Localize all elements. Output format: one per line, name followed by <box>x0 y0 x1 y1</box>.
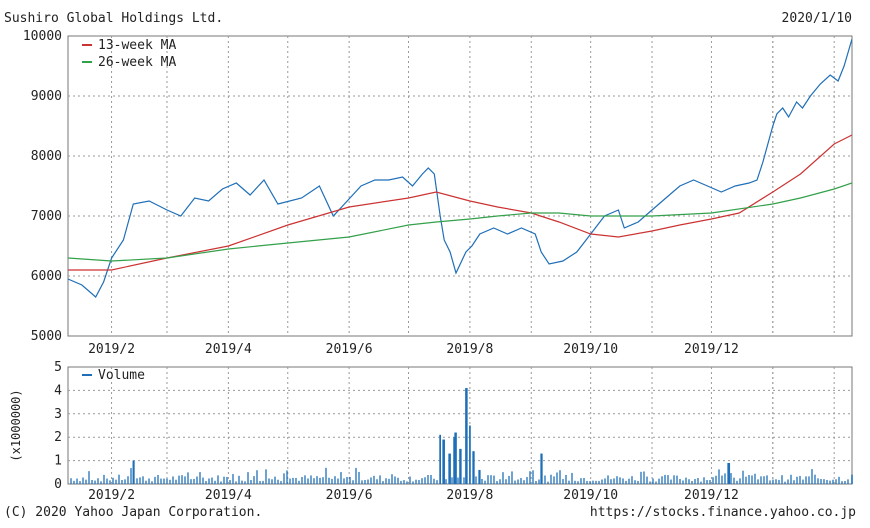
volume-y-tick: 5 <box>54 360 62 375</box>
source-url[interactable]: https://stocks.finance.yahoo.co.jp <box>589 505 856 520</box>
price-y-tick: 10000 <box>23 29 62 44</box>
copyright: (C) 2020 Yahoo Japan Corporation. <box>4 505 263 520</box>
volume-x-tick: 2019/8 <box>446 488 493 503</box>
price-y-tick: 9000 <box>31 89 62 104</box>
volume-x-tick: 2019/2 <box>88 488 135 503</box>
volume-y-tick: 3 <box>54 407 62 422</box>
legend-label: Volume <box>98 368 145 383</box>
legend-label: 26-week MA <box>98 55 176 70</box>
volume-x-tick: 2019/12 <box>684 488 739 503</box>
price-lines <box>68 38 852 298</box>
series-line-price <box>68 38 852 298</box>
volume-x-tick: 2019/6 <box>326 488 373 503</box>
volume-y-tick: 4 <box>54 383 62 398</box>
price-frame <box>67 35 853 337</box>
price-x-tick: 2019/12 <box>684 342 739 357</box>
volume-y-tick: 0 <box>54 477 62 492</box>
price-y-tick: 7000 <box>31 209 62 224</box>
price-x-tick: 2019/2 <box>88 342 135 357</box>
price-x-tick: 2019/4 <box>205 342 252 357</box>
legend-label: 13-week MA <box>98 38 176 53</box>
volume-y-unit: (x1000000) <box>9 389 23 461</box>
price-y-tick: 8000 <box>31 149 62 164</box>
price-y-tick: 6000 <box>31 269 62 284</box>
volume-x-tick: 2019/4 <box>205 488 252 503</box>
volume-y-tick: 1 <box>54 454 62 469</box>
price-y-tick: 5000 <box>31 329 62 344</box>
chart-title: Sushiro Global Holdings Ltd. <box>4 11 224 26</box>
series-line-26-week-ma <box>68 182 852 262</box>
volume-x-tick: 2019/10 <box>563 488 618 503</box>
series-line-13-week-ma <box>68 134 852 271</box>
price-x-tick: 2019/8 <box>446 342 493 357</box>
chart-date: 2020/1/10 <box>781 11 852 26</box>
price-x-tick: 2019/6 <box>326 342 373 357</box>
volume-y-tick: 2 <box>54 430 62 445</box>
price-x-tick: 2019/10 <box>563 342 618 357</box>
